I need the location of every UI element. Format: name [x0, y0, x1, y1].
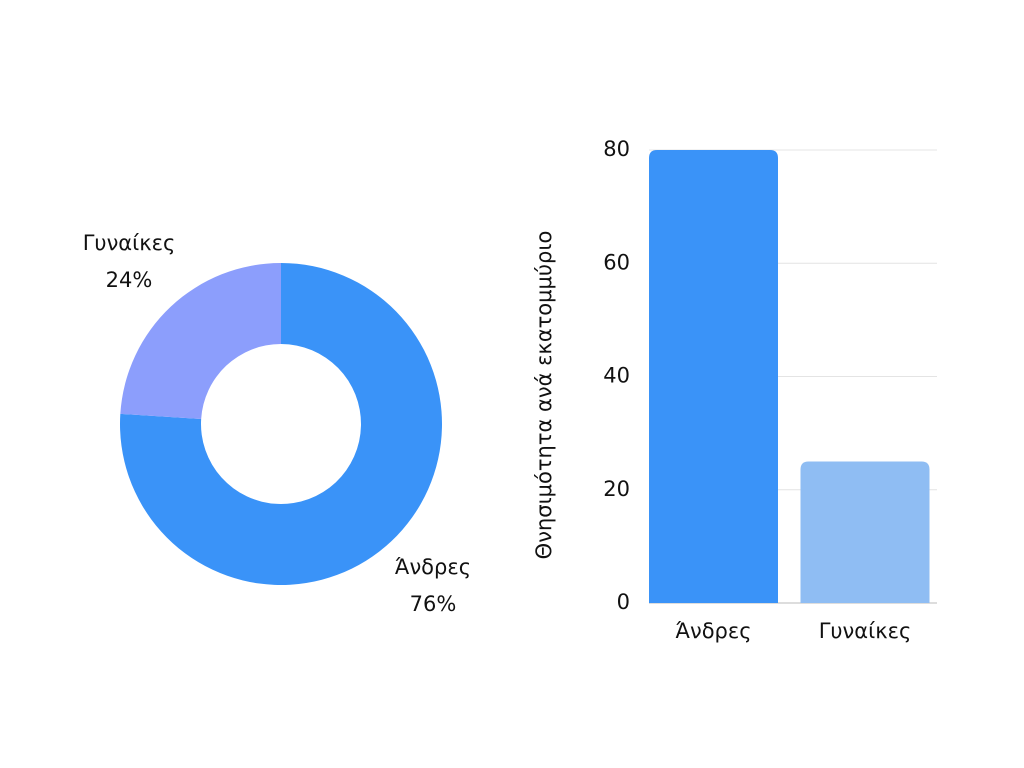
y-axis-title: Θνησιμότητα ανά εκατομμύριο [532, 231, 556, 560]
y-tick-label: 40 [603, 364, 630, 388]
x-tick-label: Άνδρες [675, 619, 751, 643]
donut-slice [120, 263, 282, 419]
slice-value-label: 24% [106, 268, 153, 292]
donut-slice [120, 263, 443, 586]
slice-value-label: 76% [410, 592, 457, 616]
bar [800, 461, 930, 603]
y-tick-label: 80 [603, 137, 630, 161]
bar [649, 150, 778, 603]
y-tick-label: 60 [603, 250, 630, 274]
x-tick-label: Γυναίκες [819, 619, 912, 643]
slice-label: Άνδρες [395, 555, 471, 579]
y-tick-label: 0 [617, 590, 630, 614]
y-tick-label: 20 [603, 477, 630, 501]
slice-label: Γυναίκες [83, 231, 176, 255]
